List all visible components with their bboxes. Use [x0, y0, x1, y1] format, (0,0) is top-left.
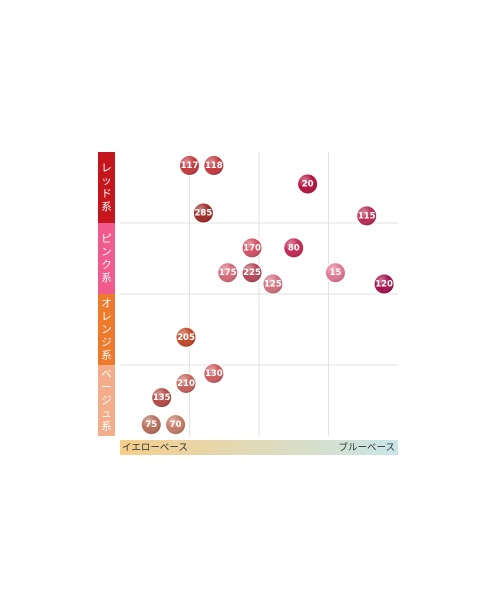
- point-label: 175: [219, 268, 237, 278]
- point-shine: [374, 274, 394, 294]
- category-label-char: 系: [101, 421, 112, 433]
- category-label-char: レ: [101, 311, 112, 323]
- category-label-char: ン: [101, 324, 112, 336]
- point-label: 15: [330, 268, 342, 278]
- point-label: 118: [205, 161, 223, 171]
- point-shine: [180, 155, 199, 175]
- category-bar: [98, 365, 115, 436]
- data-point: 205: [175, 326, 197, 349]
- point-label: 135: [153, 393, 171, 403]
- data-point: 70: [164, 413, 187, 436]
- category-label-char: レ: [101, 162, 112, 174]
- data-point: 170: [241, 237, 263, 259]
- point-shine: [152, 388, 172, 408]
- data-point: 15: [324, 261, 347, 284]
- category-label-char: ク: [101, 259, 112, 271]
- data-point: 80: [282, 237, 305, 259]
- point-shine: [357, 206, 377, 226]
- point-shine: [176, 327, 196, 347]
- data-points: 117 118 20 285 115 170 80 175 225 15 125 120 205 130 2…: [140, 154, 395, 436]
- point-label: 125: [264, 280, 282, 290]
- category-label-char: ピ: [101, 233, 112, 245]
- point-shine: [298, 174, 318, 194]
- category-label-char: ジ: [101, 395, 112, 407]
- data-point: 225: [241, 261, 263, 284]
- base-gradient-bar: [120, 440, 398, 455]
- point-shine: [325, 263, 345, 283]
- category-label-char: ジ: [101, 337, 112, 349]
- point-shine: [193, 203, 213, 223]
- category-label-char: オ: [101, 298, 112, 310]
- point-label: 210: [177, 379, 195, 389]
- data-point: 175: [216, 261, 239, 284]
- point-shine: [242, 263, 262, 283]
- yellow-base-label: イエローベース: [122, 443, 188, 454]
- data-point: 118: [203, 154, 225, 177]
- point-label: 20: [302, 179, 314, 189]
- category-label-char: ー: [101, 382, 112, 394]
- category-label-char: ド: [101, 188, 112, 200]
- point-label: 70: [170, 420, 182, 430]
- point-label: 117: [181, 161, 199, 171]
- point-shine: [284, 238, 304, 258]
- point-label: 75: [145, 420, 157, 430]
- point-shine: [218, 263, 238, 283]
- data-point: 75: [140, 413, 163, 436]
- category-label-char: ン: [101, 246, 112, 258]
- point-label: 120: [375, 280, 393, 290]
- category-label-char: ッ: [101, 175, 112, 187]
- category-label-char: 系: [101, 201, 112, 213]
- point-shine: [166, 415, 186, 435]
- blue-base-label: ブルーベース: [338, 442, 395, 454]
- point-label: 205: [177, 333, 195, 343]
- point-label: 225: [243, 268, 261, 278]
- point-label: 285: [195, 209, 213, 219]
- category-bar: [98, 152, 115, 223]
- data-point: 115: [355, 205, 378, 227]
- point-label: 80: [288, 243, 300, 253]
- category-label-char: 系: [101, 272, 112, 284]
- data-point: 285: [192, 202, 215, 224]
- point-shine: [263, 274, 283, 294]
- data-point: 210: [175, 372, 197, 395]
- base-axis: イエローベース ブルーベース: [120, 440, 398, 455]
- point-shine: [204, 364, 224, 384]
- point-shine: [176, 373, 196, 393]
- point-label: 170: [243, 243, 261, 253]
- data-point: 20: [296, 173, 319, 195]
- point-label: 115: [358, 211, 376, 221]
- data-point: 117: [178, 154, 201, 177]
- category-label-char: 系: [101, 350, 112, 362]
- category-label-char: ュ: [101, 408, 112, 420]
- point-shine: [204, 155, 224, 175]
- data-point: 125: [262, 273, 284, 295]
- point-label: 130: [205, 369, 223, 379]
- category-bar: [98, 294, 115, 365]
- data-point: 120: [373, 273, 395, 295]
- data-point: 135: [150, 386, 173, 409]
- point-shine: [242, 238, 262, 258]
- category-label-char: ベ: [101, 369, 112, 381]
- data-point: 130: [203, 362, 225, 385]
- category-bar: [98, 223, 115, 294]
- point-shine: [141, 415, 161, 435]
